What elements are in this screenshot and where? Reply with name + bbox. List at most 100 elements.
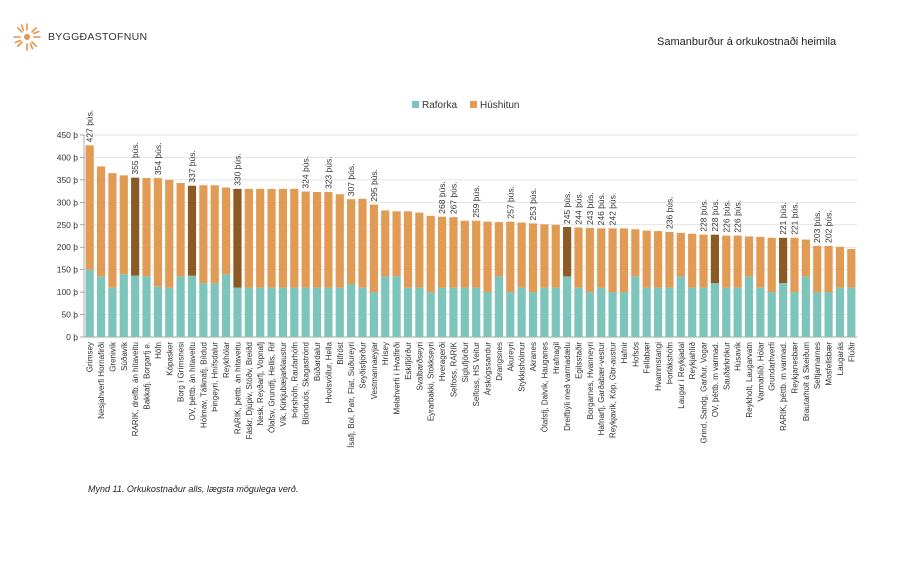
bar-value-label: 259 þús. — [471, 185, 481, 218]
x-tick-label: Þorlákshöfn — [665, 342, 674, 384]
bar-raforka — [347, 284, 356, 337]
x-tick-label: Borg í Grímsnesi — [177, 342, 186, 402]
bar-value-label: 245 þús. — [562, 191, 572, 224]
y-tick-label: 400 þ — [57, 152, 79, 162]
bar-husitun — [449, 217, 458, 288]
x-tick-label: Eyrarbakki, Stokkseyri — [427, 342, 436, 421]
x-tick-label: RARIK, þéttb. m varmad. — [779, 342, 788, 431]
bar-husitun — [585, 227, 594, 293]
bar-value-label: 244 þús. — [573, 192, 583, 225]
x-tick-label: Reykjahlíð — [688, 341, 697, 379]
bar-husitun — [176, 183, 185, 277]
bar-value-label: 243 þús. — [585, 192, 595, 225]
y-tick-label: 450 þ — [57, 130, 79, 140]
x-tick-label: Kópasker — [165, 342, 174, 376]
bar-husitun — [233, 188, 242, 288]
bar-raforka — [813, 292, 822, 337]
bar-husitun — [494, 222, 504, 277]
bar-raforka — [278, 287, 288, 337]
x-tick-label: Reykjavík, Kóp, Gbr-austur — [609, 342, 618, 438]
x-tick-label: RARIK, dreifb. án hitaveitu — [131, 342, 140, 436]
bar-value-label: 226 þús. — [721, 200, 731, 233]
bar-raforka — [642, 287, 651, 337]
bar-husitun — [290, 188, 299, 288]
bar-raforka — [437, 287, 447, 337]
bar-raforka — [801, 276, 810, 337]
bar-raforka — [392, 276, 401, 337]
bar-raforka — [233, 287, 242, 337]
bar-husitun — [733, 235, 742, 288]
chart-annotations: 427 þús. 355 þús. 354 þús. 337 þús. 330 þús.… — [85, 110, 834, 243]
bar-value-label: 330 þús. — [232, 153, 242, 186]
bar-raforka — [540, 287, 549, 337]
bar-husitun — [312, 192, 322, 288]
bar-husitun — [722, 235, 731, 288]
x-tick-label: Laugar í Reykjadal — [677, 342, 686, 409]
bar-value-label: 307 þús. — [346, 164, 356, 197]
bar-raforka — [426, 292, 435, 337]
bar-raforka — [290, 287, 299, 337]
bar-raforka — [483, 292, 492, 337]
bar-raforka — [96, 276, 106, 337]
bar-husitun — [756, 236, 765, 288]
x-tick-label: Stykkishólmur — [518, 342, 527, 392]
x-tick-label: Akureyri — [506, 342, 515, 372]
x-tick-label: Hólmav, Tálknafj, Bíldud — [199, 342, 208, 428]
bar-raforka — [403, 287, 413, 337]
bar-husitun — [665, 231, 674, 288]
x-tick-label: Reykjanesbær — [790, 342, 799, 394]
bar-husitun — [563, 227, 572, 277]
bar-husitun — [744, 236, 754, 277]
bar-raforka — [358, 287, 367, 337]
bar-husitun — [267, 188, 276, 288]
x-tick-label: Brautarholt á Skeiðum — [802, 342, 811, 421]
bar-value-label: 246 þús. — [596, 193, 606, 226]
x-tick-label: Eskifjörður — [404, 342, 413, 380]
x-tick-label: Grímsey — [86, 342, 95, 372]
bar-husitun — [222, 187, 231, 275]
legend-swatch-raforka — [412, 101, 419, 108]
bar-husitun — [437, 216, 447, 288]
bar-raforka — [585, 292, 594, 337]
x-tick-label: Bakkafj. Borgarfj e. — [143, 342, 152, 410]
bar-raforka — [506, 292, 515, 337]
bar-husitun — [358, 198, 367, 288]
x-tick-label: Grind, Sandg, Garður, Vogar — [700, 342, 709, 444]
x-tick-label: Flúðir — [847, 342, 856, 362]
x-tick-label: Húsavík — [734, 341, 743, 371]
bar-husitun — [813, 245, 822, 293]
bar-raforka — [824, 292, 833, 337]
x-tick-label: Laugarás — [836, 342, 845, 375]
x-tick-label: Hafnir — [620, 342, 629, 364]
bar-raforka — [699, 287, 708, 337]
bar-husitun — [574, 227, 583, 288]
bar-raforka — [85, 269, 94, 337]
bar-value-label: 202 þús. — [824, 210, 834, 243]
bar-raforka — [733, 287, 742, 337]
bar-husitun — [119, 175, 128, 275]
x-tick-label: OV, þéttb. án hitaveitu — [188, 342, 197, 420]
bar-value-label: 228 þús. — [710, 199, 720, 232]
x-tick-label: Grenivík — [108, 341, 117, 372]
sun-logo-icon — [13, 23, 41, 51]
bar-husitun — [540, 224, 549, 288]
bar-husitun — [256, 188, 265, 288]
bar-raforka — [517, 287, 526, 337]
x-tick-label: Mosfellsbær — [825, 342, 834, 386]
bar-husitun — [710, 234, 719, 284]
bar-value-label: 427 þús. — [85, 110, 95, 143]
bar-husitun — [631, 229, 640, 277]
bar-husitun — [460, 220, 469, 288]
bar-raforka — [199, 283, 208, 337]
bar-husitun — [278, 188, 288, 288]
y-tick-label: 250 þ — [57, 220, 79, 230]
x-tick-label: Svalbarðseyri — [415, 342, 424, 391]
y-tick-label: 50 þ — [61, 310, 78, 320]
bar-raforka — [108, 287, 117, 337]
x-tick-label: Selfoss, HS Veitur — [472, 342, 481, 407]
bar-raforka — [165, 287, 174, 337]
bar-husitun — [779, 237, 788, 284]
bar-husitun — [676, 232, 685, 277]
bar-raforka — [676, 276, 685, 337]
bar-husitun — [597, 228, 606, 288]
